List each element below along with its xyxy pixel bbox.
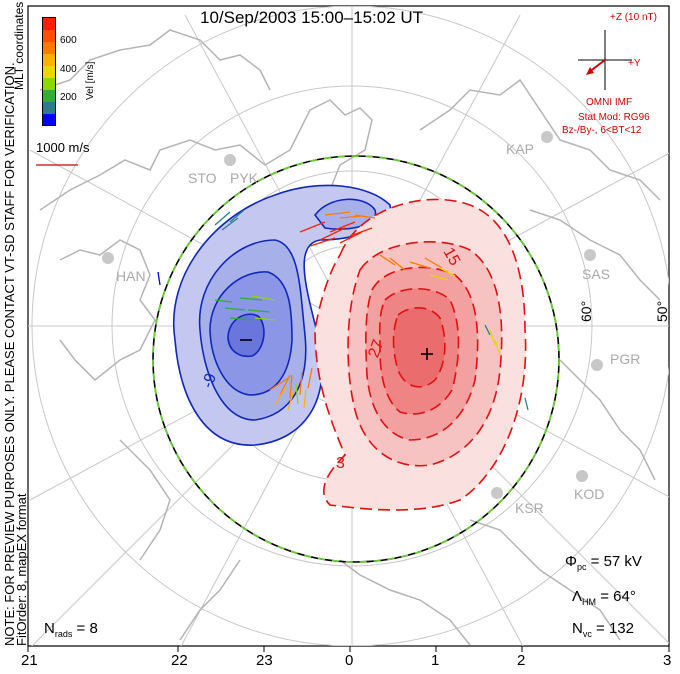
mlt-tick-marks xyxy=(27,646,670,652)
mlt-label-3: 3 xyxy=(663,652,672,669)
radar-site-markers xyxy=(102,131,603,499)
mlt-label-23: 23 xyxy=(256,652,273,669)
mlt-label-22: 22 xyxy=(171,652,188,669)
imf-y-label: +Y xyxy=(628,58,641,69)
imf-condition: Bz-/By-, 6<BT<12 xyxy=(562,125,642,136)
coastlines xyxy=(39,29,661,646)
site-label-ksr: KSR xyxy=(515,500,544,516)
lambda-subscript: HM xyxy=(582,597,597,607)
imf-source: OMNI IMF xyxy=(586,97,633,108)
site-label-sto: STO xyxy=(188,170,217,186)
site-label-pgr: PGR xyxy=(610,351,641,367)
site-label-pyk: PYK xyxy=(230,170,259,186)
lambda-symbol: Λ xyxy=(572,588,583,605)
latitude-label-50: 50° xyxy=(654,300,670,322)
latitude-label-60: 60° xyxy=(578,300,594,322)
lambda-value: = 64° xyxy=(600,588,636,605)
nvc-subscript: vc xyxy=(582,629,592,639)
colorbar-tick-600: 600 xyxy=(60,35,77,46)
velocity-colorbar xyxy=(42,17,56,126)
contour-label-3: 3 xyxy=(336,455,345,472)
cross-polar-potential: Φpc = 57 kV xyxy=(565,553,642,572)
phi-subscript: pc xyxy=(576,562,587,572)
mlt-label-1: 1 xyxy=(431,652,440,669)
page-title: 10/Sep/2003 15:00–15:02 UT xyxy=(200,8,424,27)
site-label-han: HAN xyxy=(116,268,146,284)
vector-count: Nvc = 132 xyxy=(572,620,634,639)
colorbar-tick-400: 400 xyxy=(60,64,77,75)
mlt-label-2: 2 xyxy=(517,652,526,669)
site-label-kod: KOD xyxy=(574,486,605,502)
nvc-symbol: N xyxy=(572,620,583,637)
phi-value: = 57 kV xyxy=(590,553,642,570)
mlt-label-0: 0 xyxy=(345,652,354,669)
imf-model: Stat Mod: RG96 xyxy=(578,112,650,123)
nvc-value: = 132 xyxy=(596,620,634,637)
positive-potential-cell xyxy=(314,198,527,511)
potential-extrema xyxy=(240,339,433,360)
velocity-vectors xyxy=(36,164,529,411)
colorbar-tick-200: 200 xyxy=(60,92,77,103)
nrads-subscript: rads xyxy=(54,629,73,639)
imf-dial xyxy=(578,30,632,90)
radar-count: Nrads = 8 xyxy=(44,620,98,639)
nrads-value: = 8 xyxy=(76,620,98,637)
imf-scale-label: +Z (10 nT) xyxy=(610,12,657,23)
site-label-sas: SAS xyxy=(582,266,611,282)
phi-symbol: Φ xyxy=(565,553,577,570)
site-label-kap: KAP xyxy=(506,141,535,157)
reference-vector-label: 1000 m/s xyxy=(36,140,90,155)
fit-order-note: FitOrder: 8, mapEX format xyxy=(14,493,29,646)
colorbar-unit-label: Vel [m/s] xyxy=(85,61,96,100)
nrads-symbol: N xyxy=(44,620,55,637)
mlt-label-21: 21 xyxy=(21,652,38,669)
hmb-latitude: ΛHM = 64° xyxy=(572,588,636,607)
negative-potential-cell xyxy=(172,184,391,446)
